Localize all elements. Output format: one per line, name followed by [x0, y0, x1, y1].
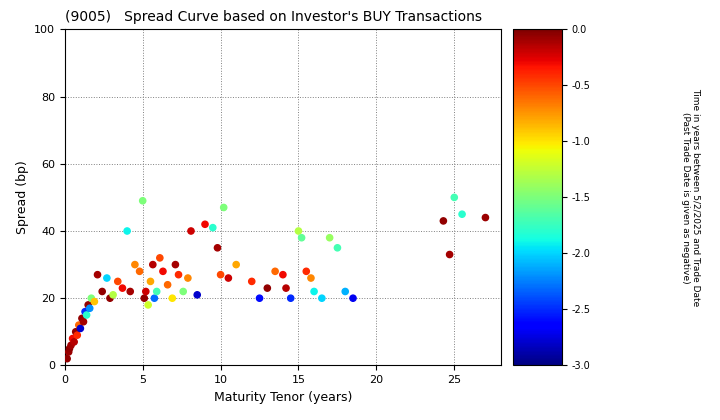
Point: [63, 345, 75, 352]
Point: [324, 234, 336, 241]
Point: [305, 275, 317, 281]
Point: [138, 295, 150, 302]
Point: [63, 349, 74, 355]
Point: [293, 228, 305, 234]
Point: [143, 302, 154, 308]
Point: [61, 355, 73, 362]
Point: [104, 295, 116, 302]
Point: [112, 278, 124, 285]
Point: [154, 255, 166, 261]
Point: [148, 295, 160, 302]
Point: [212, 244, 223, 251]
Point: [246, 278, 258, 285]
Point: [117, 285, 128, 291]
Point: [140, 288, 152, 295]
Point: [151, 288, 163, 295]
Point: [296, 234, 307, 241]
Point: [81, 312, 92, 318]
Point: [444, 251, 455, 258]
Point: [222, 275, 234, 281]
Point: [101, 275, 112, 281]
Point: [73, 322, 84, 328]
Point: [207, 224, 219, 231]
Point: [347, 295, 359, 302]
Point: [75, 325, 86, 332]
Point: [449, 194, 460, 201]
Point: [67, 335, 78, 342]
X-axis label: Maturity Tenor (years): Maturity Tenor (years): [214, 391, 352, 404]
Point: [129, 261, 140, 268]
Point: [137, 197, 148, 204]
Point: [332, 244, 343, 251]
Point: [185, 228, 197, 234]
Point: [122, 228, 133, 234]
Point: [68, 339, 80, 345]
Point: [316, 295, 328, 302]
Point: [456, 211, 468, 218]
Text: (9005)   Spread Curve based on Investor's BUY Transactions: (9005) Spread Curve based on Investor's …: [65, 10, 482, 24]
Point: [89, 298, 100, 305]
Point: [157, 268, 168, 275]
Point: [79, 308, 91, 315]
Point: [82, 302, 94, 308]
Point: [339, 288, 351, 295]
Point: [253, 295, 265, 302]
Point: [192, 291, 203, 298]
Point: [84, 305, 96, 312]
Point: [170, 261, 181, 268]
Point: [125, 288, 136, 295]
Point: [162, 281, 174, 288]
Y-axis label: Time in years between 5/2/2025 and Trade Date
(Past Trade Date is given as negat: Time in years between 5/2/2025 and Trade…: [680, 88, 700, 307]
Point: [261, 285, 273, 291]
Point: [218, 204, 230, 211]
Point: [76, 315, 88, 322]
Point: [199, 221, 211, 228]
Point: [438, 218, 449, 224]
Point: [86, 295, 97, 302]
Point: [107, 291, 119, 298]
Point: [308, 288, 320, 295]
Point: [147, 261, 158, 268]
Point: [78, 318, 89, 325]
Point: [269, 268, 281, 275]
Point: [182, 275, 194, 281]
Point: [70, 328, 81, 335]
Point: [173, 271, 184, 278]
Y-axis label: Spread (bp): Spread (bp): [16, 160, 29, 234]
Point: [145, 278, 156, 285]
Point: [177, 288, 189, 295]
Point: [480, 214, 491, 221]
Point: [277, 271, 289, 278]
Point: [285, 295, 297, 302]
Point: [91, 271, 103, 278]
Point: [66, 342, 77, 349]
Point: [280, 285, 292, 291]
Point: [300, 268, 312, 275]
Point: [215, 271, 226, 278]
Point: [134, 268, 145, 275]
Point: [96, 288, 108, 295]
Point: [166, 295, 178, 302]
Point: [71, 332, 83, 339]
Point: [230, 261, 242, 268]
